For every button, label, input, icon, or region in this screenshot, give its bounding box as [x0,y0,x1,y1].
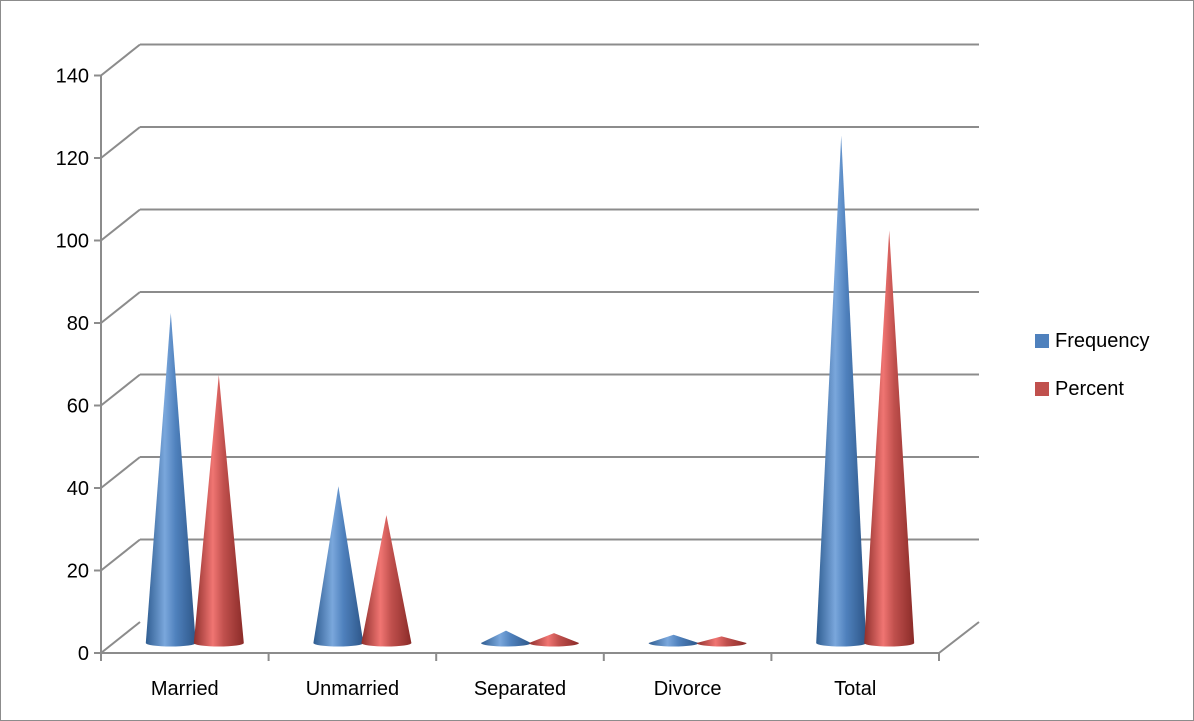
legend-label-percent: Percent [1055,378,1124,400]
cone-frequency-married [145,313,196,647]
y-tick-label: 80 [67,313,89,335]
x-tick-label: Married [151,678,219,700]
floor-right-edge [938,621,980,654]
gridline-side [100,456,141,489]
legend-swatch-percent [1035,382,1049,396]
cone-frequency-divorce [648,634,699,647]
cone-percent-married [193,374,244,647]
gridline-side [100,538,141,572]
gridline-side [100,621,141,654]
cone-percent-divorce [696,636,747,647]
x-tick-label: Unmarried [306,678,399,700]
cones [145,135,915,647]
legend-label-frequency: Frequency [1055,330,1150,352]
gridline-side [100,208,141,242]
y-tick-label: 100 [56,231,89,253]
y-tick-label: 40 [67,478,89,500]
x-tick-label: Separated [474,678,566,700]
cone-percent-separated [529,633,579,647]
gridline-side [100,291,141,324]
x-tick-label: Divorce [654,678,722,700]
cone-percent-unmarried [361,515,412,647]
gridline-side [100,373,141,407]
y-tick-label: 120 [56,148,89,170]
y-tick-label: 60 [67,396,89,418]
gridline-side [100,126,141,159]
x-tick-label: Total [834,678,876,700]
y-tick-label: 0 [78,643,89,665]
gridline-side [100,43,141,77]
y-tick-label: 20 [67,561,89,583]
cone-frequency-total [816,135,867,647]
cone-frequency-unmarried [313,486,364,647]
legend-swatch-frequency [1035,334,1049,348]
y-tick-label: 140 [56,66,89,88]
cone-frequency-separated [481,630,531,647]
cone-percent-total [864,230,915,647]
